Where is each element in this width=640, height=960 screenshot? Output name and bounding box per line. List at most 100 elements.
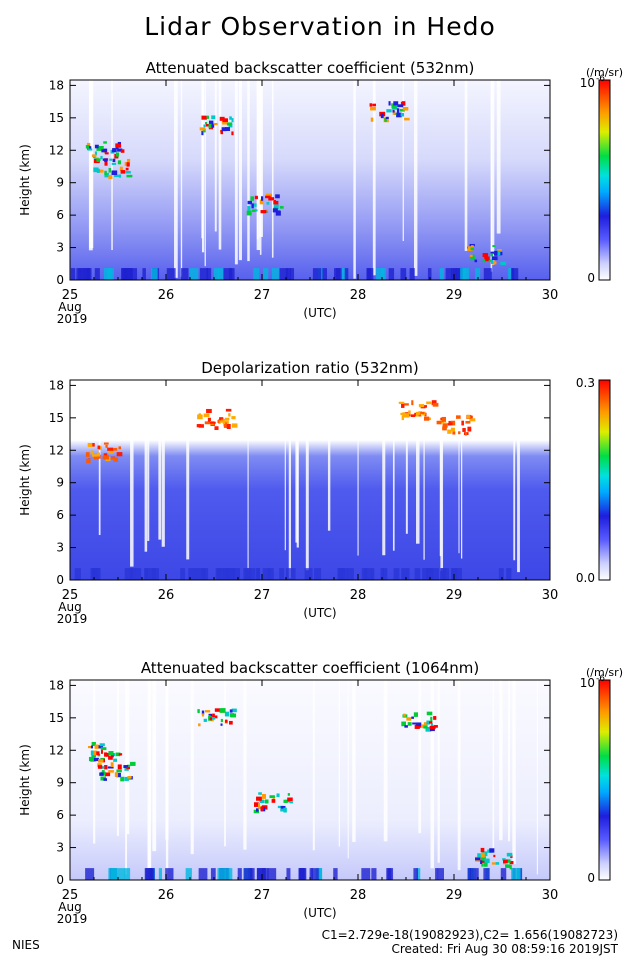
cloud-mark — [108, 770, 114, 773]
boundary-layer-mark — [196, 568, 205, 580]
boundary-layer-mark — [210, 868, 216, 880]
gap-stripe — [499, 680, 503, 841]
cloud-mark — [415, 411, 421, 415]
cloud-mark — [509, 864, 512, 870]
x-tick-label: 25 — [62, 288, 79, 303]
cloud-mark — [112, 148, 117, 153]
cloud-mark — [87, 148, 93, 151]
cloud-mark — [426, 401, 432, 405]
y-tick-label: 9 — [56, 176, 64, 190]
cloud-mark — [199, 127, 206, 131]
cloud-mark — [393, 101, 399, 106]
cloud-mark — [418, 413, 422, 417]
boundary-layer-mark — [393, 568, 400, 580]
gap-stripe — [312, 680, 315, 851]
gap-stripe — [416, 380, 420, 544]
boundary-layer-mark — [151, 568, 160, 580]
y-tick-label: 18 — [49, 678, 64, 692]
cloud-mark — [247, 205, 251, 211]
cloud-mark — [126, 766, 131, 770]
cloud-mark — [96, 158, 101, 162]
gap-stripe — [147, 380, 150, 541]
boundary-layer-mark — [226, 568, 236, 580]
cloud-mark — [384, 117, 387, 122]
gap-stripe — [418, 680, 422, 834]
plot-area — [70, 80, 550, 280]
boundary-layer-mark — [414, 568, 421, 580]
boundary-layer-mark — [232, 568, 241, 580]
x-tick-label: 28 — [350, 888, 367, 903]
x-axis-label: (UTC) — [303, 606, 336, 620]
cloud-mark — [467, 246, 473, 251]
gap-stripe — [288, 380, 291, 579]
boundary-layer-mark — [445, 268, 453, 280]
gap-stripe — [218, 80, 222, 250]
cloud-mark — [214, 715, 218, 719]
cloud-mark — [481, 863, 484, 867]
cloud-mark — [256, 796, 262, 801]
cloud-mark — [104, 170, 107, 176]
boundary-layer-mark — [475, 868, 479, 880]
x-tick-label: 28 — [350, 588, 367, 603]
cloud-mark — [505, 864, 511, 868]
x-tick-label: 27 — [254, 288, 271, 303]
boundary-layer-mark — [500, 868, 507, 880]
cloud-mark — [87, 442, 93, 448]
cloud-mark — [407, 722, 412, 726]
cloud-mark — [113, 758, 118, 762]
cloud-mark — [470, 247, 475, 251]
cloud-mark — [213, 122, 218, 126]
x-axis-label: (UTC) — [303, 306, 336, 320]
cloud-mark — [429, 725, 436, 729]
boundary-layer-mark — [401, 568, 410, 580]
boundary-layer-mark — [262, 868, 269, 880]
boundary-layer-mark — [151, 268, 158, 280]
cloud-mark — [475, 857, 481, 861]
boundary-layer-mark — [253, 268, 260, 280]
cloud-mark — [423, 722, 428, 727]
cloud-mark — [107, 447, 114, 451]
x-tick-label: 30 — [542, 288, 559, 303]
gap-stripe — [152, 680, 157, 852]
cloud-mark — [93, 750, 97, 756]
cloud-mark — [116, 452, 123, 457]
cloud-mark — [469, 244, 475, 247]
y-tick-label: 9 — [56, 776, 64, 790]
boundary-layer — [74, 568, 512, 580]
cloud-mark — [206, 408, 212, 414]
cloud-mark — [246, 210, 252, 216]
boundary-layer-mark — [263, 268, 269, 280]
colorbar-max-label: 0.3 — [576, 376, 595, 390]
boundary-layer-mark — [189, 268, 199, 280]
boundary-layer-mark — [475, 268, 481, 280]
gap-stripe — [126, 680, 130, 835]
colorbar — [598, 79, 611, 281]
cloud-mark — [250, 196, 254, 201]
cloud-features — [85, 101, 507, 266]
cloud-mark — [104, 752, 108, 757]
cloud-mark — [450, 420, 456, 426]
cloud-mark — [220, 130, 224, 135]
x-tick-label: 26 — [158, 588, 175, 603]
boundary-layer-mark — [285, 568, 293, 580]
gap-stripe — [437, 680, 440, 863]
boundary-layer-mark — [181, 268, 189, 280]
cloud-mark — [207, 417, 211, 422]
cloud-mark — [212, 713, 215, 718]
cloud-mark — [490, 253, 493, 257]
cloud-mark — [431, 400, 437, 405]
cloud-mark — [415, 413, 419, 417]
boundary-layer-mark — [506, 568, 512, 580]
boundary-layer-mark — [511, 268, 519, 280]
cloud-mark — [399, 108, 405, 112]
cloud-mark — [103, 455, 110, 460]
cloud-mark — [269, 795, 275, 799]
gap-stripe — [186, 380, 190, 560]
cloud-mark — [97, 452, 100, 457]
cloud-mark — [491, 862, 497, 865]
cloud-mark — [204, 421, 211, 425]
cloud-mark — [420, 411, 425, 415]
cloud-mark — [120, 776, 125, 782]
gap-stripe — [144, 380, 148, 552]
cloud-mark — [118, 174, 122, 178]
